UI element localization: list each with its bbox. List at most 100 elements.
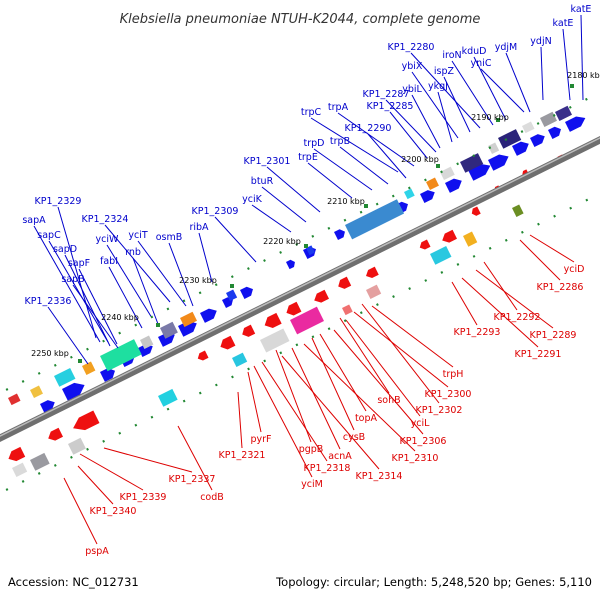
feature-box <box>463 231 478 247</box>
forward-gene-label[interactable]: yciK <box>242 194 262 205</box>
reverse-gene-arrow <box>419 239 431 250</box>
forward-label-line <box>57 206 97 339</box>
reverse-gene-label[interactable]: yciD <box>564 264 585 275</box>
reverse-gene-label[interactable]: KP1_2318 <box>304 463 351 474</box>
forward-gene-label[interactable]: trpB <box>330 136 350 147</box>
forward-label-line <box>47 306 89 365</box>
forward-gene-label[interactable]: kduD <box>462 46 487 57</box>
reverse-gene-label[interactable]: KP1_2293 <box>454 327 501 338</box>
accession-text: Accession: NC_012731 <box>8 575 139 589</box>
forward-gene-label[interactable]: trpC <box>301 107 322 118</box>
reverse-label-line <box>319 333 367 412</box>
reverse-gene-label[interactable]: pgpB <box>299 444 324 455</box>
forward-gene-label[interactable]: KP1_2336 <box>25 296 72 307</box>
reverse-gene-label[interactable]: KP1_2302 <box>416 405 463 416</box>
reverse-gene-label[interactable]: yciL <box>411 418 430 429</box>
forward-gene-label[interactable]: KP1_2280 <box>388 42 435 53</box>
forward-gene-label[interactable]: sapD <box>53 244 77 255</box>
reverse-gene-label[interactable]: KP1_2291 <box>515 349 562 360</box>
forward-gene-label[interactable]: yniC <box>471 58 492 69</box>
scale-tick-label: 2240 kbp <box>101 313 139 322</box>
reverse-gene-label[interactable]: KP1_2289 <box>530 330 577 341</box>
reverse-gene-label[interactable]: KP1_2310 <box>392 453 439 464</box>
reverse-gene-label[interactable]: KP1_2300 <box>425 389 472 400</box>
forward-gene-label[interactable]: KP1_2329 <box>35 196 82 207</box>
reverse-gene-label[interactable]: KP1_2286 <box>537 282 584 293</box>
forward-gene-label[interactable]: KP1_2287 <box>363 89 410 100</box>
reverse-gene-label[interactable]: codB <box>200 492 224 503</box>
feature-box <box>29 385 43 399</box>
forward-gene-label[interactable]: ybiX <box>402 61 423 72</box>
forward-gene-label[interactable]: sapF <box>68 258 90 269</box>
reverse-gene-arrow <box>8 446 26 462</box>
forward-gene-label[interactable]: katE <box>571 4 592 15</box>
reverse-label-line <box>63 477 98 545</box>
feature-box <box>226 289 238 302</box>
forward-gene-label[interactable]: btuR <box>251 176 274 187</box>
reverse-label-line <box>451 281 478 326</box>
reverse-gene-label[interactable]: pyrF <box>250 434 271 445</box>
forward-gene-label[interactable]: trpD <box>304 138 325 149</box>
forward-gene-label[interactable]: rnb <box>125 247 141 258</box>
reverse-gene-label[interactable]: pspA <box>85 546 109 557</box>
forward-gene-label[interactable]: sapC <box>37 230 61 241</box>
reverse-label-line <box>237 391 243 449</box>
forward-gene-label[interactable]: iroN <box>442 50 461 61</box>
reverse-gene-label[interactable]: topA <box>355 413 378 424</box>
reverse-gene-label[interactable]: KP1_2292 <box>494 312 541 323</box>
reverse-label-line <box>361 303 440 404</box>
reverse-gene-label[interactable]: acnA <box>328 451 352 462</box>
minor-tick-track <box>0 94 596 395</box>
forward-gene-label[interactable]: KP1_2290 <box>345 123 392 134</box>
genome-summary-text: Topology: circular; Length: 5,248,520 bp… <box>275 575 592 589</box>
scale-tick-mark <box>496 118 500 122</box>
forward-gene-label[interactable]: KP1_2324 <box>82 214 129 225</box>
forward-gene-label[interactable]: ispZ <box>434 66 455 77</box>
scale-tick-mark <box>436 164 440 168</box>
scale-tick-mark <box>230 284 234 288</box>
reverse-label-line <box>311 337 355 431</box>
forward-gene-label[interactable]: yciT <box>128 230 147 241</box>
forward-gene-label[interactable]: sapB <box>61 274 84 285</box>
reverse-gene-label[interactable]: yciM <box>301 479 323 490</box>
reverse-gene-label[interactable]: KP1_2306 <box>400 436 447 447</box>
forward-gene-label[interactable]: ydjN <box>530 36 551 47</box>
forward-label-line <box>33 225 101 343</box>
forward-gene-label[interactable]: osmB <box>156 232 183 243</box>
reverse-gene-label[interactable]: trpH <box>443 369 464 380</box>
scale-tick-label: 2190 kbp <box>471 113 509 122</box>
forward-gene-label[interactable]: KP1_2301 <box>244 156 291 167</box>
forward-label-line <box>48 240 109 343</box>
forward-gene-label[interactable]: yciW <box>96 234 119 245</box>
forward-gene-label[interactable]: ykgJ <box>428 81 448 92</box>
forward-gene-label[interactable]: ydjM <box>495 42 518 53</box>
reverse-gene-label[interactable]: KP1_2314 <box>356 471 403 482</box>
reverse-gene-label[interactable]: KP1_2339 <box>120 492 167 503</box>
forward-gene-label[interactable]: ybiL <box>402 84 422 95</box>
feature-box <box>430 245 452 265</box>
feature-box <box>366 284 382 299</box>
forward-gene-arrow <box>512 141 529 156</box>
reverse-gene-arrow <box>366 266 379 279</box>
reverse-gene-label[interactable]: KP1_2321 <box>219 450 266 461</box>
forward-gene-label[interactable]: KP1_2309 <box>192 206 239 217</box>
feature-box <box>140 335 154 349</box>
forward-gene-label[interactable]: trpA <box>328 102 349 113</box>
reverse-gene-arrow <box>220 335 236 350</box>
scale-tick-mark <box>364 204 368 208</box>
forward-gene-label[interactable]: ribA <box>189 222 209 233</box>
forward-gene-label[interactable]: fabI <box>100 256 118 267</box>
scale-ticks: 2180 kbp 2190 kbp 2200 kbp 2210 kbp 2220 kbp… <box>0 71 600 495</box>
track-layer <box>8 105 586 477</box>
forward-label-line <box>251 204 292 233</box>
forward-gene-label[interactable]: katE <box>553 18 574 29</box>
reverse-gene-label[interactable]: sohB <box>377 395 400 406</box>
reverse-gene-label[interactable]: KP1_2340 <box>90 506 137 517</box>
forward-gene-label[interactable]: sapA <box>22 215 46 226</box>
reverse-gene-label[interactable]: KP1_2337 <box>169 474 216 485</box>
feature-box <box>160 321 178 339</box>
reverse-gene-label[interactable]: cysB <box>343 432 365 443</box>
forward-gene-label[interactable]: trpE <box>298 152 318 163</box>
forward-gene-label[interactable]: KP1_2285 <box>367 101 414 112</box>
